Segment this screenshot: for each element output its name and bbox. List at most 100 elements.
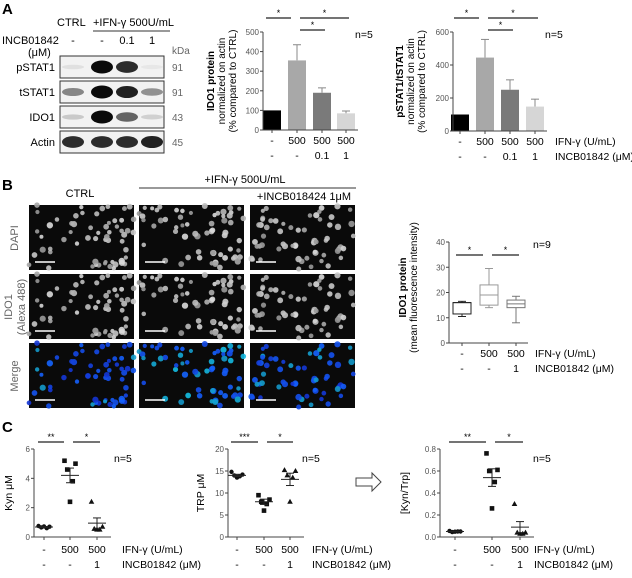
cell-nucleus <box>201 203 208 210</box>
box <box>452 302 472 315</box>
x-label-ifn: 500 <box>255 544 273 556</box>
cell-nucleus <box>325 263 331 269</box>
data-point <box>281 467 288 473</box>
cell-nucleus <box>334 386 341 392</box>
cell-nucleus <box>319 327 324 333</box>
cell-nucleus <box>180 346 185 352</box>
x-label-incb: - <box>270 150 274 162</box>
cell-nucleus <box>195 318 202 324</box>
blot-row-label: tSTAT1 <box>19 87 55 99</box>
cell-nucleus <box>39 315 46 322</box>
cell-nucleus <box>106 358 111 363</box>
cell-nucleus <box>172 366 179 373</box>
cell-nucleus <box>236 375 242 382</box>
cell-nucleus <box>258 395 263 400</box>
y-axis-label: pSTAT1/tSTAT1 <box>395 45 406 118</box>
cell-nucleus <box>263 274 269 281</box>
cell-nucleus <box>74 379 80 384</box>
micrograph <box>29 343 134 408</box>
cell-nucleus <box>277 297 284 304</box>
cell-nucleus <box>276 384 282 390</box>
cell-nucleus <box>177 283 184 289</box>
significance-label: *** <box>239 432 250 442</box>
cell-nucleus <box>304 324 310 330</box>
cell-nucleus <box>208 289 215 296</box>
cell-nucleus <box>119 238 125 244</box>
cell-nucleus <box>79 342 84 348</box>
x-label-incb: - <box>458 151 462 163</box>
cell-nucleus <box>259 380 265 386</box>
cell-nucleus <box>177 352 184 358</box>
significance-label: * <box>499 20 503 30</box>
cell-nucleus <box>121 231 128 238</box>
cell-nucleus <box>174 345 179 351</box>
x-label-incb: - <box>487 363 491 375</box>
cell-nucleus <box>177 214 184 220</box>
cell-nucleus <box>347 276 353 281</box>
data-point <box>94 526 100 532</box>
cell-nucleus <box>237 344 242 349</box>
cell-nucleus <box>327 360 333 366</box>
cell-nucleus <box>195 249 202 255</box>
cell-nucleus <box>221 217 228 224</box>
cell-nucleus <box>139 351 146 358</box>
blot-band <box>91 110 113 124</box>
y-axis-label: normalized on actin <box>217 38 228 125</box>
y-axis-label: (% compared to CTRL) <box>417 30 428 133</box>
bar <box>337 113 355 130</box>
cell-nucleus <box>268 356 274 362</box>
y-tick-label: 30 <box>436 263 445 272</box>
cell-nucleus <box>105 342 111 348</box>
cell-nucleus <box>276 246 282 252</box>
blot-row-label: Actin <box>31 137 55 149</box>
cell-nucleus <box>321 252 327 258</box>
cell-nucleus <box>46 222 54 229</box>
cell-nucleus <box>230 325 236 330</box>
x-label-incb: 0.1 <box>503 151 518 163</box>
panel-label-b: B <box>2 177 13 194</box>
cell-nucleus <box>221 214 226 219</box>
cell-nucleus <box>103 371 110 378</box>
cell-nucleus <box>122 344 127 350</box>
cell-nucleus <box>220 346 227 353</box>
cell-nucleus <box>162 395 169 402</box>
cell-nucleus <box>256 360 262 366</box>
cell-nucleus <box>61 374 67 381</box>
data-point <box>292 468 299 473</box>
micro-header-ifn: +IFN-γ 500U/mL <box>205 174 286 186</box>
cell-nucleus <box>281 381 289 388</box>
y-tick-label: 5 <box>220 511 225 520</box>
cell-nucleus <box>47 246 53 252</box>
x-label-ifn: 500 <box>88 544 106 556</box>
data-point <box>62 458 67 464</box>
cell-nucleus <box>157 273 163 279</box>
cell-nucleus <box>119 376 125 382</box>
cell-nucleus <box>313 377 319 383</box>
cell-nucleus <box>288 363 294 369</box>
x-label-ifn: 500 <box>288 135 306 147</box>
cell-nucleus <box>240 215 247 222</box>
micro-row-alexa: (Alexa 488) <box>16 279 28 335</box>
cell-nucleus <box>295 324 302 332</box>
cell-nucleus <box>114 224 120 229</box>
cell-nucleus <box>192 299 199 306</box>
cell-nucleus <box>288 225 294 231</box>
cell-nucleus <box>46 291 54 298</box>
x-label-incb: 1 <box>287 559 293 571</box>
cell-nucleus <box>260 208 265 213</box>
cell-nucleus <box>88 363 94 369</box>
cell-nucleus <box>46 360 54 367</box>
cell-nucleus <box>254 381 260 387</box>
cell-nucleus <box>34 367 40 372</box>
cell-nucleus <box>180 223 185 228</box>
significance-label: * <box>311 20 315 30</box>
y-tick-label: 500 <box>246 28 260 37</box>
cell-nucleus <box>208 358 215 365</box>
cell-nucleus <box>252 376 258 383</box>
blot-band <box>141 64 163 70</box>
x-label-incb: 1 <box>532 151 538 163</box>
significance-label: * <box>323 8 327 18</box>
x-label-incb: 0.1 <box>315 150 330 162</box>
x-label-ifn: - <box>460 348 464 360</box>
y-tick-label: 200 <box>246 87 260 96</box>
